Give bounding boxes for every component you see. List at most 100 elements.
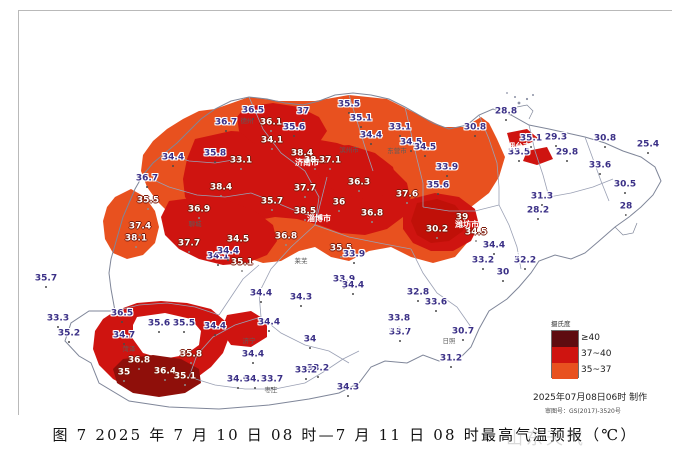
station-dot — [410, 150, 412, 152]
station-dot — [537, 218, 539, 220]
station-dot — [146, 186, 148, 188]
station-dot — [493, 253, 495, 255]
station-dot — [138, 368, 140, 370]
station-dot — [482, 268, 484, 270]
station-dot — [625, 214, 627, 216]
station-dot — [237, 247, 239, 249]
station-dot — [237, 387, 239, 389]
legend: 摄氏度 ≥40 37~40 35~37 2025年07月08日06时 制作 审图号：… — [533, 318, 658, 415]
station-dot — [271, 209, 273, 211]
station-dot — [220, 195, 222, 197]
station-dot — [647, 152, 649, 154]
legend-swatches — [551, 330, 579, 379]
station-dot — [270, 130, 272, 132]
station-dot — [317, 376, 319, 378]
band-37-40-jining — [221, 311, 267, 347]
station-dot — [139, 234, 141, 236]
legend-band-label-0: ≥40 — [581, 333, 600, 343]
station-dot — [358, 190, 360, 192]
station-dot — [417, 300, 419, 302]
station-dot — [184, 384, 186, 386]
station-dot — [241, 270, 243, 272]
station-dot — [604, 146, 606, 148]
station-dot — [436, 237, 438, 239]
station-dot — [524, 268, 526, 270]
station-dot — [123, 380, 125, 382]
station-dot — [435, 310, 437, 312]
station-dot — [347, 395, 349, 397]
station-dot — [147, 208, 149, 210]
station-dot — [450, 366, 452, 368]
station-dot — [285, 244, 287, 246]
station-dot — [188, 251, 190, 253]
map-stage: 36.5 37 36.7 36.1 35.6 35.5 34.1 35.1 34.5 33.1 34… — [19, 11, 673, 416]
station-dot — [353, 262, 355, 264]
station-dot — [304, 196, 306, 198]
station-dot — [371, 221, 373, 223]
station-dot — [268, 330, 270, 332]
station-dot — [214, 334, 216, 336]
station-dot — [271, 387, 273, 389]
legend-swatch-1 — [552, 347, 578, 363]
legend-swatch-0 — [552, 331, 578, 347]
uncolored-patch-southwest — [133, 313, 201, 359]
station-dot — [505, 119, 507, 121]
station-dot — [624, 192, 626, 194]
station-dot — [302, 119, 304, 121]
station-dot — [406, 202, 408, 204]
station-dot — [271, 148, 273, 150]
map-card: 山东省最高温度预报图（单位：℃） 2025年07月10日08时 至 2025年0… — [18, 10, 673, 416]
station-dot — [301, 161, 303, 163]
station-dot — [172, 165, 174, 167]
station-dot — [57, 326, 59, 328]
station-dot — [566, 160, 568, 162]
station-dot — [502, 280, 504, 282]
station-dot — [398, 326, 400, 328]
station-dot — [437, 193, 439, 195]
legend-title: 摄氏度 — [551, 320, 571, 328]
prefecture-boundaries — [64, 92, 662, 410]
station-dot — [446, 175, 448, 177]
station-dot — [338, 210, 340, 212]
station-dot — [123, 343, 125, 345]
band-37-40-dezhou — [237, 103, 327, 149]
figure-caption: 图 7 2025 年 7 月 10 日 08 时—7 月 11 日 08 时最高… — [52, 426, 638, 444]
station-dot — [352, 293, 354, 295]
station-dot — [260, 301, 262, 303]
legend-footer: 2025年07月08日06时 制作 审图号：GS(2017)-3520号 — [533, 390, 690, 415]
station-dot — [164, 379, 166, 381]
station-dot — [360, 126, 362, 128]
station-dot — [475, 240, 477, 242]
station-dot — [518, 160, 520, 162]
station-dot — [240, 168, 242, 170]
legend-band-label-1: 37~40 — [581, 349, 612, 359]
station-dot — [329, 168, 331, 170]
hot-spot-yantai-b — [523, 147, 553, 165]
station-dot — [252, 362, 254, 364]
station-dot — [68, 341, 70, 343]
station-dot — [461, 225, 463, 227]
legend-permit-number: 审图号：GS(2017)-3520号 — [545, 408, 621, 415]
station-dot — [340, 256, 342, 258]
legend-band-label-2: 35~37 — [581, 365, 612, 375]
station-dot — [304, 219, 306, 221]
station-dot — [462, 339, 464, 341]
band-37-40-jinan — [313, 145, 397, 199]
station-dot — [309, 347, 311, 349]
station-dot — [214, 161, 216, 163]
legend-labels: ≥40 37~40 35~37 — [581, 330, 611, 378]
station-dot — [252, 118, 254, 120]
station-dot — [370, 143, 372, 145]
station-dot — [474, 135, 476, 137]
station-dot — [217, 264, 219, 266]
shandong-province-map — [19, 11, 673, 416]
legend-made-at: 2025年07月08日06时 制作 — [533, 393, 648, 403]
station-dot — [399, 340, 401, 342]
station-dot — [121, 321, 123, 323]
station-dot — [305, 378, 307, 380]
station-dot — [541, 204, 543, 206]
station-dot — [314, 168, 316, 170]
station-dot — [158, 331, 160, 333]
station-dot — [135, 246, 137, 248]
